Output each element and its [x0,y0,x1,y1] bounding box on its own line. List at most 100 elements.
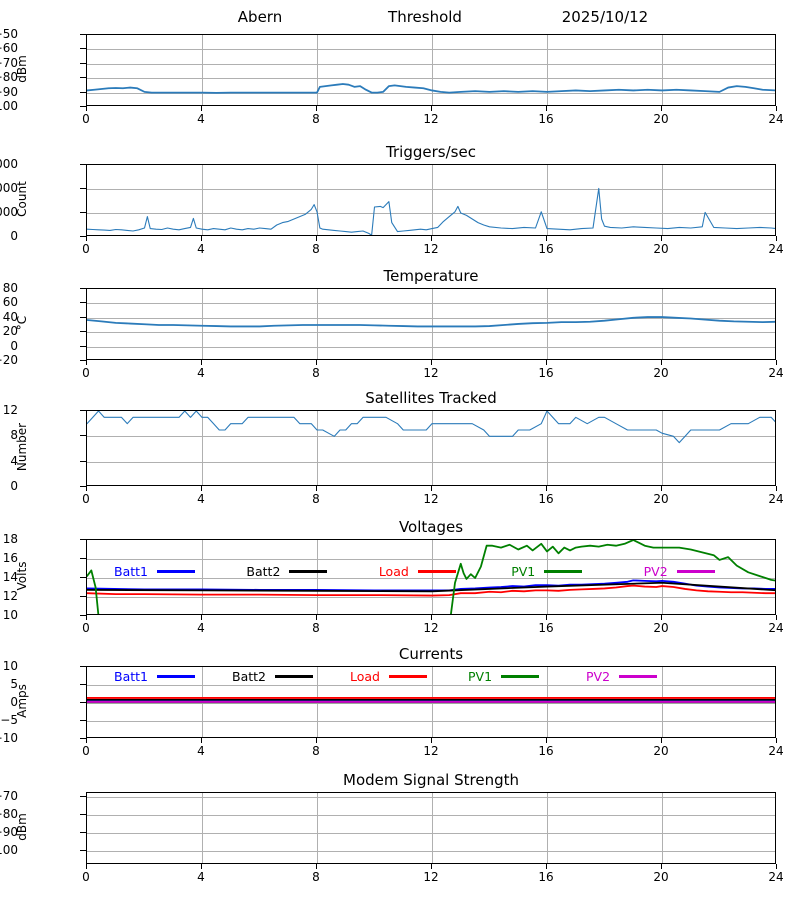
y-tick-label: 8 [10,428,18,443]
x-tick-mark [431,486,432,491]
x-tick-mark [316,106,317,111]
series-line-threshold [87,83,775,94]
x-tick-mark [776,615,777,620]
y-tick-mark [80,106,86,107]
y-tick-label: −60 [0,41,18,56]
gridline-vertical [202,289,203,359]
plot-area-satellites [86,410,776,486]
x-tick-label: 12 [423,366,439,380]
y-tick-mark [80,738,86,739]
panel-title-voltages: Voltages [398,518,464,536]
gridline-vertical [317,540,318,614]
x-tick-label: 4 [197,870,205,884]
y-tick-mark [80,34,86,35]
y-tick-mark [80,702,86,703]
plot-area-threshold [86,34,776,106]
gridline-vertical [662,540,663,614]
y-tick-mark [80,720,86,721]
y-tick-mark [80,577,86,578]
x-tick-label: 0 [82,744,90,758]
y-tick-label: 12 [2,589,18,603]
y-tick-mark [80,188,86,189]
gridline-vertical [432,411,433,485]
panel-title-triggers: Triggers/sec [386,143,476,161]
y-tick-label: 4000 [0,205,18,219]
gridline-horizontal [87,303,775,304]
y-tick-mark [80,435,86,437]
x-tick-mark [661,738,662,743]
x-tick-label: 4 [197,242,205,256]
x-tick-mark [431,106,432,111]
gridline-vertical [202,35,203,105]
x-tick-mark [86,738,87,743]
x-tick-label: 16 [538,242,554,256]
x-tick-mark [546,615,547,620]
y-tick-mark [80,164,86,165]
x-tick-label: 16 [538,870,554,884]
gridline-vertical [317,289,318,359]
x-tick-label: 12 [423,242,439,256]
x-tick-mark [86,360,87,365]
y-tick-label: 12 [2,403,18,417]
series-line-batt1 [87,579,775,592]
x-tick-mark [661,236,662,241]
y-tick-mark [80,77,86,79]
y-tick-label: −90 [0,84,18,99]
x-tick-label: 20 [653,870,669,884]
y-tick-label: −100 [0,842,18,857]
x-tick-label: 8 [312,366,320,380]
x-tick-mark [316,236,317,241]
gridline-vertical [547,793,548,863]
y-tick-label: −70 [0,55,18,70]
x-tick-label: 8 [312,621,320,635]
series-layer-voltages [87,540,775,614]
y-tick-label: 4 [10,453,18,468]
x-tick-label: 16 [538,112,554,126]
x-tick-label: 12 [423,621,439,635]
x-tick-mark [546,486,547,491]
series-layer-currents [87,697,775,704]
y-tick-mark [80,288,86,289]
x-tick-mark [316,615,317,620]
x-tick-label: 4 [197,744,205,758]
x-tick-mark [201,738,202,743]
gridline-horizontal [87,78,775,79]
x-tick-mark [661,615,662,620]
y-tick-mark [80,360,86,361]
x-tick-mark [776,236,777,241]
gridline-horizontal [87,559,775,560]
gridline-horizontal [87,332,775,333]
x-tick-label: 24 [768,492,784,506]
x-tick-label: 0 [82,242,90,256]
series-layer-triggers [87,187,775,235]
y-tick-mark [80,813,86,815]
x-tick-mark [86,236,87,241]
x-tick-mark [431,236,432,241]
gridline-horizontal [87,347,775,348]
x-tick-label: 20 [653,242,669,256]
x-tick-label: 8 [312,492,320,506]
x-tick-label: 12 [423,492,439,506]
x-tick-mark [431,360,432,365]
x-tick-label: 16 [538,366,554,380]
plot-area-modem [86,792,776,864]
gridline-vertical [432,793,433,863]
gridline-vertical [662,35,663,105]
y-tick-label: 40 [2,309,18,324]
panel-title-satellites: Satellites Tracked [365,389,497,407]
series-line-satellites tracked [87,411,775,444]
gridline-horizontal [87,93,775,94]
y-tick-mark [80,684,86,685]
x-tick-label: 12 [423,870,439,884]
y-tick-label: 5 [10,677,18,691]
x-tick-mark [431,864,432,869]
series-layer-temperature [87,316,775,328]
x-tick-label: 16 [538,744,554,758]
series-line-pv1 [87,540,775,614]
plot-area-currents [86,666,776,738]
y-tick-label: −100 [0,99,18,113]
y-tick-label: 0 [10,695,18,709]
x-tick-mark [201,360,202,365]
x-tick-label: 8 [312,744,320,758]
